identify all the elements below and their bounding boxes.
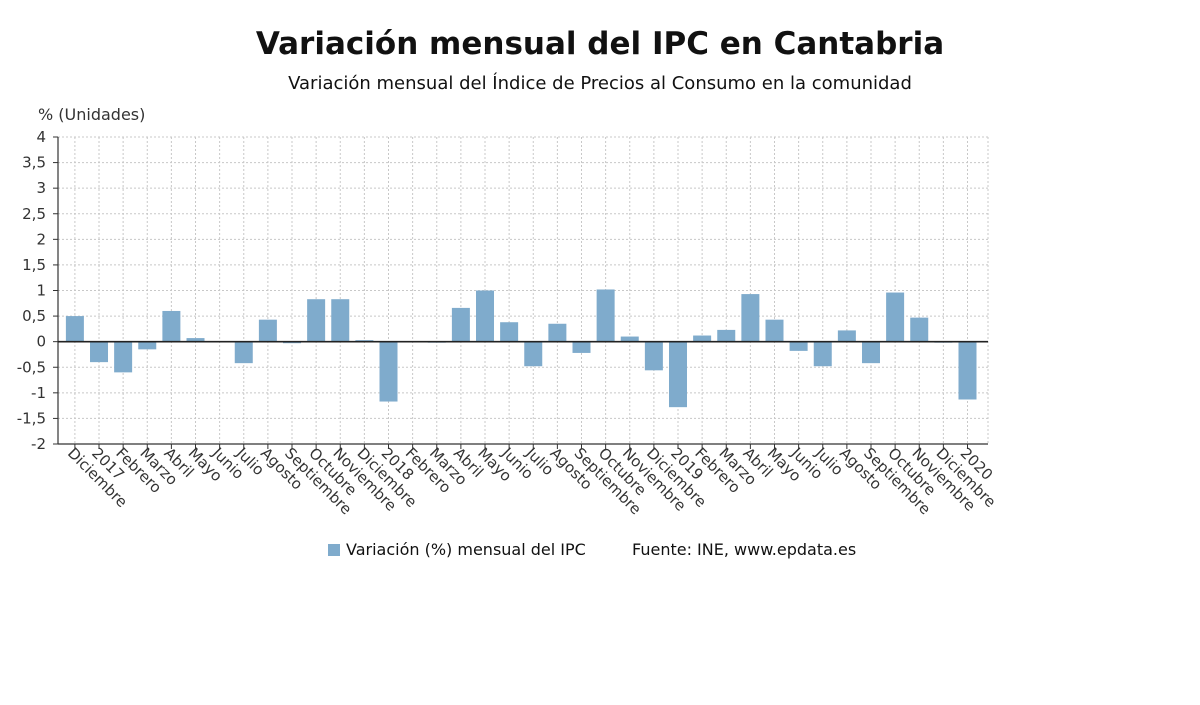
y-tick-label: 4 — [36, 128, 46, 146]
bar — [186, 338, 205, 342]
bar — [500, 322, 519, 342]
bar — [644, 341, 663, 371]
bar — [958, 341, 977, 400]
y-tick-label: 2,5 — [22, 205, 46, 223]
legend: Variación (%) mensual del IPC — [328, 540, 586, 559]
bar — [861, 341, 880, 364]
bar — [65, 316, 84, 342]
bar — [765, 319, 784, 342]
bar — [572, 341, 591, 353]
bar — [307, 299, 326, 342]
bar — [741, 294, 760, 342]
bar — [620, 336, 639, 342]
bar — [837, 330, 856, 342]
bar — [138, 341, 157, 350]
y-tick-label: 3,5 — [22, 154, 46, 172]
chart-subtitle: Variación mensual del Índice de Precios … — [288, 73, 912, 94]
y-tick-label: -2 — [31, 435, 46, 453]
bar — [693, 335, 712, 342]
bar — [910, 317, 929, 342]
y-tick-label: -1,5 — [17, 409, 46, 427]
bar — [717, 329, 736, 342]
y-tick-label: 1,5 — [22, 256, 46, 274]
legend-label: Variación (%) mensual del IPC — [346, 540, 586, 559]
y-axis-label: % (Unidades) — [38, 105, 146, 124]
bar — [789, 341, 808, 351]
bar — [451, 307, 470, 342]
bar — [379, 341, 398, 402]
bar — [476, 290, 495, 342]
bar — [524, 341, 543, 367]
y-tick-label: 0,5 — [22, 307, 46, 325]
bar-chart: 43,532,521,510,50-0,5-1-1,5-2Diciembre20… — [17, 128, 1000, 518]
bar — [114, 341, 133, 373]
bar — [886, 292, 905, 342]
bar — [669, 341, 687, 408]
y-tick-label: 1 — [36, 282, 46, 300]
bar — [596, 289, 615, 342]
y-tick-label: 3 — [36, 179, 46, 197]
y-tick-label: 2 — [36, 230, 46, 248]
y-tick-label: -1 — [31, 384, 46, 402]
bar — [548, 323, 567, 342]
bar — [90, 341, 109, 363]
y-tick-label: -0,5 — [17, 358, 46, 376]
bar — [234, 341, 253, 364]
bar — [813, 341, 832, 367]
y-tick-label: 0 — [36, 333, 46, 351]
bar — [258, 319, 277, 342]
bar — [162, 310, 181, 342]
legend-swatch — [328, 543, 340, 556]
source-note: Fuente: INE, www.epdata.es — [632, 540, 857, 559]
bar — [331, 299, 350, 342]
chart-title: Variación mensual del IPC en Cantabria — [255, 26, 945, 62]
